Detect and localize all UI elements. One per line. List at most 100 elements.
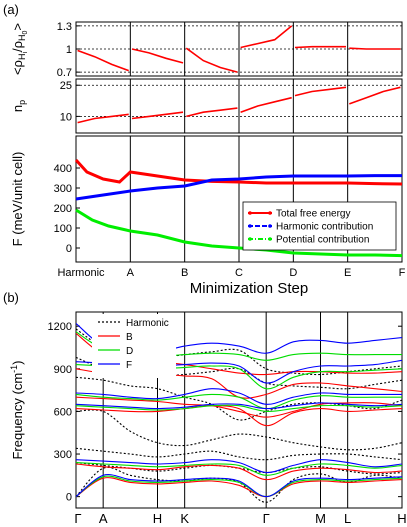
y-tick-label: 400 <box>54 163 72 175</box>
x-tick-label: A <box>127 267 135 279</box>
y-axis-label-part: <ρ <box>10 60 25 75</box>
k-point-label: Γ <box>263 511 270 526</box>
k-point-label: M <box>315 511 326 526</box>
y-axis-label-part: 0 <box>22 30 29 34</box>
x-axis-label: Minimization Step <box>190 280 308 297</box>
legend-a: Total free energy Harmonic contribution Po… <box>242 201 397 251</box>
y-tick-label: 0 <box>66 243 72 255</box>
legend-label: Total free energy <box>276 209 351 220</box>
k-point-label: H <box>397 511 406 526</box>
band-d <box>76 475 402 498</box>
legend-label: Harmonic <box>126 318 169 329</box>
band-b <box>76 477 402 498</box>
y-axis-label-density: <ρHi/ρH0> <box>10 23 29 75</box>
segment-line <box>294 45 346 49</box>
y-axis-label-part: Frequency (cm <box>10 373 25 460</box>
y-tick-label: 900 <box>54 364 72 376</box>
y-axis-label-part: -1 <box>9 365 19 373</box>
y-tick-label: 1200 <box>48 321 72 333</box>
legend-marker <box>268 224 272 228</box>
segment-line <box>294 86 347 97</box>
y-tick-label: 1 <box>66 44 72 56</box>
segment-line <box>349 86 401 105</box>
y-axis-label-np: np <box>10 100 27 112</box>
y-tick-label: 1.3 <box>57 21 72 33</box>
band-d <box>76 393 402 410</box>
x-tick-label: E <box>344 267 351 279</box>
legend-marker <box>248 211 252 215</box>
band-f <box>76 402 402 410</box>
subplot-0: 0.7 1 1.3 <box>57 21 403 79</box>
y-tick-label: 100 <box>54 223 72 235</box>
x-tick-label: D <box>289 267 297 279</box>
segment-line <box>240 25 293 49</box>
segment-line <box>131 48 184 64</box>
legend-label: B <box>126 332 133 343</box>
y-axis-label-f: F (meV/unit cell) <box>10 152 25 247</box>
k-point-label: K <box>180 511 189 526</box>
y-axis-label-part: ) <box>10 360 25 364</box>
legend-marker <box>268 211 272 215</box>
k-point-label: Γ <box>74 511 81 526</box>
segment-line <box>186 107 238 118</box>
y-tick-label: 200 <box>54 203 72 215</box>
band-d <box>76 404 402 413</box>
series-line <box>75 174 402 201</box>
x-tick-label: B <box>181 267 188 279</box>
legend-label: Potential contribution <box>276 235 369 246</box>
band-d <box>76 462 402 476</box>
legend-label: Harmonic contribution <box>276 222 373 233</box>
band-f <box>76 474 402 498</box>
y-tick-label: 300 <box>54 449 72 461</box>
band-harmonic <box>76 462 402 475</box>
band-b <box>76 405 402 427</box>
series-line <box>75 208 403 258</box>
x-tick-label: C <box>235 267 243 279</box>
y-axis-label-part: n <box>10 105 25 112</box>
y-axis-label-part: H <box>17 34 27 41</box>
legend-label: D <box>126 346 133 357</box>
legend-label: F <box>126 360 132 371</box>
panel-b-frame <box>75 311 403 509</box>
band-b <box>76 463 402 481</box>
legend-marker <box>248 237 252 241</box>
segment-line <box>77 49 129 72</box>
segment-line <box>77 113 129 124</box>
segment-line <box>185 47 238 73</box>
segment-line <box>240 96 292 113</box>
x-tick-label: Harmonic <box>57 267 105 279</box>
y-tick-label: 0.7 <box>57 67 72 79</box>
legend-b: Harmonic BDF <box>92 314 176 378</box>
k-point-label: A <box>99 511 108 526</box>
y-axis-label-part: H <box>17 54 27 61</box>
band-harmonic <box>76 409 402 451</box>
legend-bg <box>92 314 176 378</box>
band-b <box>76 396 402 418</box>
subplot-1: 10 25 <box>60 78 403 134</box>
k-point-label: L <box>344 511 351 526</box>
panel-b: Γ A H K Γ M L H 0 300 600 900 1200 Frequency (cm-1) Ha… <box>9 311 407 526</box>
y-tick-label: 25 <box>60 80 72 92</box>
band-f <box>76 388 402 405</box>
panel-label-a: (a) <box>3 2 19 17</box>
legend-marker <box>268 237 272 241</box>
legend-marker <box>248 224 252 228</box>
y-tick-label: 0 <box>66 492 72 504</box>
y-tick-label: 600 <box>54 406 72 418</box>
y-axis-label-part: i <box>22 52 29 54</box>
y-tick-label: 10 <box>60 111 72 123</box>
y-tick-label: 300 <box>54 183 72 195</box>
panel-label-b: (b) <box>3 290 19 305</box>
y-axis-label-frequency: Frequency (cm-1) <box>9 360 25 459</box>
x-tick-label: F <box>399 267 406 279</box>
y-axis-label-part: p <box>17 100 27 105</box>
segment-line <box>349 47 401 50</box>
band-f <box>76 459 402 474</box>
segment-line <box>131 111 184 120</box>
y-axis-label-part: /ρ <box>10 41 25 52</box>
k-point-label: H <box>153 511 162 526</box>
y-axis-label-part: > <box>10 23 25 31</box>
band-harmonic <box>76 447 402 461</box>
